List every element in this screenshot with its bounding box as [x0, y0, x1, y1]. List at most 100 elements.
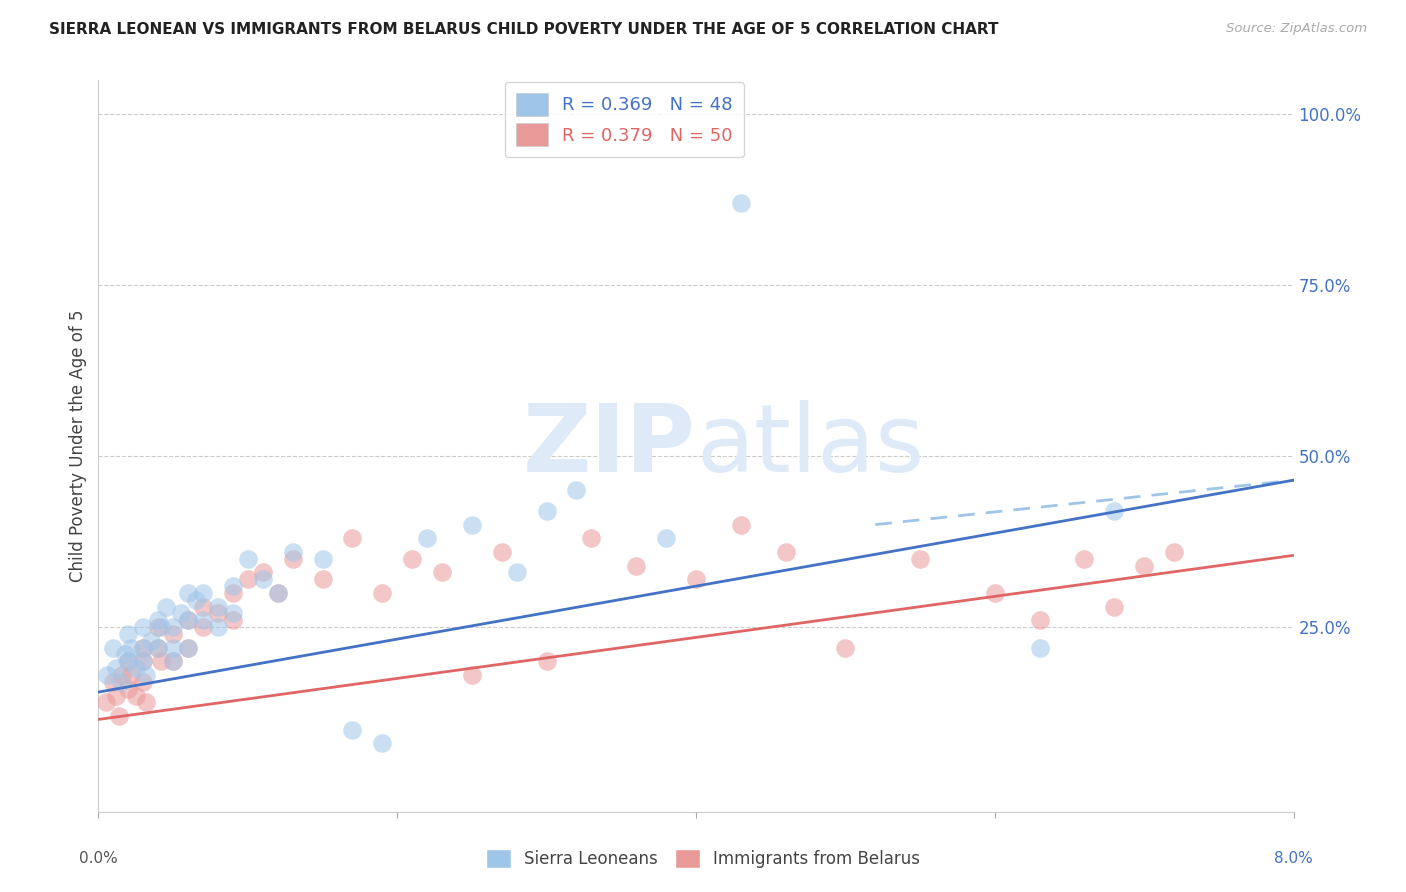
- Text: 0.0%: 0.0%: [79, 851, 118, 865]
- Point: [491, 545, 513, 559]
- Point: [730, 196, 752, 211]
- Point: [117, 654, 139, 668]
- Point: [207, 620, 229, 634]
- Legend: Sierra Leoneans, Immigrants from Belarus: Sierra Leoneans, Immigrants from Belarus: [479, 842, 927, 875]
- Point: [105, 689, 128, 703]
- Point: [125, 689, 148, 703]
- Point: [177, 613, 200, 627]
- Point: [236, 572, 259, 586]
- Text: 8.0%: 8.0%: [1274, 851, 1313, 865]
- Point: [775, 545, 797, 559]
- Point: [311, 551, 333, 566]
- Point: [94, 695, 117, 709]
- Point: [430, 566, 453, 580]
- Point: [148, 613, 170, 627]
- Point: [1104, 504, 1126, 518]
- Point: [117, 627, 139, 641]
- Point: [222, 586, 245, 600]
- Point: [581, 531, 603, 545]
- Point: [177, 640, 200, 655]
- Point: [96, 668, 118, 682]
- Point: [132, 620, 155, 634]
- Point: [184, 592, 207, 607]
- Point: [177, 613, 200, 627]
- Point: [267, 586, 290, 600]
- Legend: R = 0.369   N = 48, R = 0.379   N = 50: R = 0.369 N = 48, R = 0.379 N = 50: [505, 82, 744, 157]
- Point: [135, 695, 157, 709]
- Text: SIERRA LEONEAN VS IMMIGRANTS FROM BELARUS CHILD POVERTY UNDER THE AGE OF 5 CORRE: SIERRA LEONEAN VS IMMIGRANTS FROM BELARU…: [49, 22, 998, 37]
- Point: [105, 661, 128, 675]
- Point: [114, 648, 136, 662]
- Point: [1073, 551, 1095, 566]
- Point: [120, 640, 142, 655]
- Point: [207, 607, 229, 621]
- Point: [162, 620, 184, 634]
- Point: [834, 640, 856, 655]
- Point: [150, 654, 173, 668]
- Point: [401, 551, 423, 566]
- Point: [222, 607, 245, 621]
- Point: [148, 640, 170, 655]
- Point: [162, 627, 184, 641]
- Point: [236, 551, 259, 566]
- Point: [191, 613, 214, 627]
- Point: [1163, 545, 1185, 559]
- Point: [177, 640, 200, 655]
- Point: [626, 558, 648, 573]
- Point: [281, 551, 304, 566]
- Point: [117, 681, 139, 696]
- Point: [222, 579, 245, 593]
- Point: [120, 668, 142, 682]
- Point: [191, 586, 214, 600]
- Point: [169, 607, 191, 621]
- Point: [267, 586, 290, 600]
- Point: [110, 674, 132, 689]
- Point: [416, 531, 439, 545]
- Point: [162, 654, 184, 668]
- Point: [461, 517, 484, 532]
- Point: [1028, 613, 1050, 627]
- Point: [342, 723, 364, 737]
- Point: [155, 599, 177, 614]
- Point: [536, 504, 558, 518]
- Point: [908, 551, 931, 566]
- Point: [125, 661, 148, 675]
- Point: [536, 654, 558, 668]
- Point: [685, 572, 707, 586]
- Point: [281, 545, 304, 559]
- Point: [132, 640, 155, 655]
- Point: [1104, 599, 1126, 614]
- Point: [1133, 558, 1156, 573]
- Point: [730, 517, 752, 532]
- Text: Source: ZipAtlas.com: Source: ZipAtlas.com: [1226, 22, 1367, 36]
- Point: [191, 620, 214, 634]
- Point: [103, 674, 125, 689]
- Point: [135, 668, 157, 682]
- Point: [132, 674, 155, 689]
- Point: [148, 640, 170, 655]
- Point: [162, 640, 184, 655]
- Point: [342, 531, 364, 545]
- Point: [371, 736, 394, 750]
- Point: [222, 613, 245, 627]
- Point: [148, 620, 170, 634]
- Point: [984, 586, 1007, 600]
- Point: [150, 620, 173, 634]
- Point: [108, 709, 131, 723]
- Point: [139, 633, 162, 648]
- Point: [207, 599, 229, 614]
- Point: [117, 654, 139, 668]
- Point: [371, 586, 394, 600]
- Point: [311, 572, 333, 586]
- Point: [506, 566, 529, 580]
- Point: [132, 640, 155, 655]
- Point: [461, 668, 484, 682]
- Point: [162, 654, 184, 668]
- Text: ZIP: ZIP: [523, 400, 696, 492]
- Point: [132, 654, 155, 668]
- Point: [655, 531, 678, 545]
- Y-axis label: Child Poverty Under the Age of 5: Child Poverty Under the Age of 5: [69, 310, 87, 582]
- Text: atlas: atlas: [696, 400, 924, 492]
- Point: [252, 566, 274, 580]
- Point: [565, 483, 588, 498]
